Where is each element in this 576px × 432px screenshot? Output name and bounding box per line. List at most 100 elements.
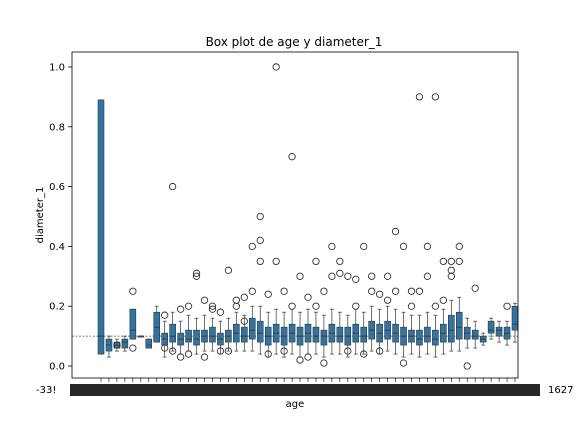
outlier-point xyxy=(304,293,312,301)
outlier-point xyxy=(503,302,511,310)
box xyxy=(153,305,161,343)
box xyxy=(129,287,137,352)
x-tick-label-first: -33! xyxy=(36,385,56,396)
outlier-point xyxy=(399,242,408,251)
outlier-point xyxy=(296,272,304,280)
outlier-point xyxy=(360,242,368,251)
box xyxy=(240,293,248,352)
box xyxy=(137,335,145,338)
outlier-point xyxy=(200,296,209,304)
outlier-point xyxy=(169,182,177,191)
box xyxy=(169,182,177,355)
outlier-point xyxy=(169,347,177,355)
outlier-point xyxy=(376,290,384,298)
outlier-point xyxy=(391,287,400,295)
outlier-point xyxy=(439,257,447,266)
outlier-point xyxy=(240,317,248,325)
y-tick-label: 0.8 xyxy=(49,122,65,133)
outlier-point xyxy=(352,302,360,310)
outlier-point xyxy=(320,359,328,367)
box-body xyxy=(432,329,439,346)
y-tick-label: 0.2 xyxy=(49,302,65,313)
outlier-point xyxy=(288,153,296,161)
outlier-point xyxy=(176,305,185,313)
y-tick-label: 0.4 xyxy=(49,242,65,253)
axes-frame xyxy=(71,51,519,379)
outlier-point xyxy=(208,302,217,310)
outlier-point xyxy=(280,347,288,355)
outlier-point xyxy=(184,302,193,310)
box xyxy=(391,227,400,355)
box-body xyxy=(209,326,216,343)
box-body xyxy=(241,326,248,343)
outlier-point xyxy=(391,227,400,236)
box-body xyxy=(185,329,192,343)
outlier-point xyxy=(344,272,352,280)
outlier-point xyxy=(256,236,264,245)
box xyxy=(192,269,201,355)
y-axis: 0.0 0.2 0.4 0.6 0.8 1.0 xyxy=(49,62,72,373)
box xyxy=(200,296,209,361)
box-body xyxy=(495,326,503,337)
outlier-point xyxy=(415,93,424,101)
outlier-point xyxy=(407,302,416,310)
outlier-point xyxy=(447,272,455,280)
outlier-point xyxy=(161,344,169,352)
outlier-point xyxy=(407,287,416,295)
box xyxy=(503,302,511,346)
box xyxy=(264,290,272,358)
box xyxy=(304,293,312,361)
outlier-point xyxy=(328,242,336,251)
chart-title: Box plot de age y diameter_1 xyxy=(206,35,383,49)
outlier-point xyxy=(288,302,296,310)
box xyxy=(352,275,360,355)
y-tick-label: 0.6 xyxy=(49,182,65,193)
outlier-point xyxy=(328,272,336,280)
outlier-point xyxy=(248,242,256,251)
box xyxy=(383,272,392,352)
outlier-point xyxy=(256,212,264,221)
outlier-point xyxy=(176,353,185,361)
box xyxy=(280,287,288,358)
box-body xyxy=(320,329,328,346)
outlier-point xyxy=(192,269,201,277)
box-body xyxy=(424,326,431,343)
box-body xyxy=(416,329,423,346)
box xyxy=(336,257,344,355)
box xyxy=(495,320,503,343)
box xyxy=(97,99,105,355)
outlier-point xyxy=(383,272,392,280)
plot-area xyxy=(72,63,519,370)
outlier-point xyxy=(415,287,424,295)
outlier-point xyxy=(296,356,304,364)
outlier-point xyxy=(248,287,256,295)
box-body xyxy=(360,326,368,343)
outlier-point xyxy=(256,257,264,266)
box-body xyxy=(193,329,200,346)
box xyxy=(439,257,447,355)
outlier-point xyxy=(431,93,440,101)
box-body xyxy=(248,317,256,340)
outlier-point xyxy=(352,275,360,283)
outlier-point xyxy=(336,269,344,277)
box xyxy=(399,242,408,367)
outlier-point xyxy=(447,257,455,266)
outlier-point xyxy=(360,350,368,358)
box xyxy=(455,242,463,352)
box xyxy=(328,242,336,355)
box xyxy=(121,335,129,352)
outlier-point xyxy=(272,63,280,71)
box xyxy=(161,311,169,358)
x-axis-label: age xyxy=(286,399,305,410)
box xyxy=(463,317,471,370)
box xyxy=(184,302,193,358)
outlier-point xyxy=(200,353,209,361)
outlier-point xyxy=(463,362,471,370)
outlier-point xyxy=(129,344,137,352)
x-axis: -33! 1627 xyxy=(36,378,573,396)
outlier-point xyxy=(161,311,169,319)
outlier-point xyxy=(376,347,384,355)
outlier-point xyxy=(312,257,320,266)
box xyxy=(376,290,384,355)
